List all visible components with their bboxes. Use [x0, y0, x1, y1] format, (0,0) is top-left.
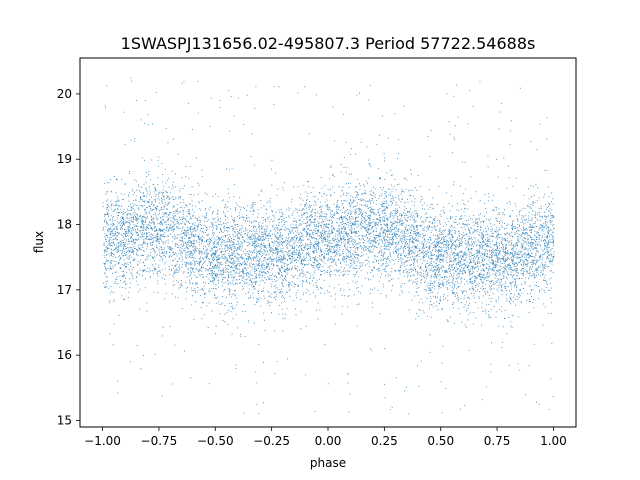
- y-tick-label: 20: [57, 87, 72, 101]
- x-tick-label: −0.75: [141, 434, 178, 448]
- x-axis-label: phase: [310, 456, 346, 470]
- y-tick-label: 19: [57, 152, 72, 166]
- x-tick-label: 1.00: [540, 434, 567, 448]
- y-tick-label: 17: [57, 283, 72, 297]
- y-tick-label: 18: [57, 218, 72, 232]
- x-tick-label: 0.75: [484, 434, 511, 448]
- x-tick-label: −0.25: [253, 434, 290, 448]
- plot-frame: [79, 57, 577, 428]
- x-axis-ticks: −1.00 −0.75 −0.50 −0.25 0.00 0.25 0.50 0.75 1.00: [84, 427, 567, 448]
- x-tick-label: 0.50: [427, 434, 454, 448]
- x-tick-label: 0.00: [315, 434, 342, 448]
- y-axis-label: flux: [32, 231, 46, 253]
- y-tick-label: 15: [57, 413, 72, 427]
- y-axis-ticks: 15 16 17 18 19 20: [57, 87, 80, 427]
- x-tick-label: −1.00: [84, 434, 121, 448]
- x-tick-label: 0.25: [371, 434, 398, 448]
- x-tick-label: −0.50: [197, 434, 234, 448]
- y-tick-label: 16: [57, 348, 72, 362]
- chart-title: 1SWASPJ131656.02-495807.3 Period 57722.5…: [121, 34, 536, 53]
